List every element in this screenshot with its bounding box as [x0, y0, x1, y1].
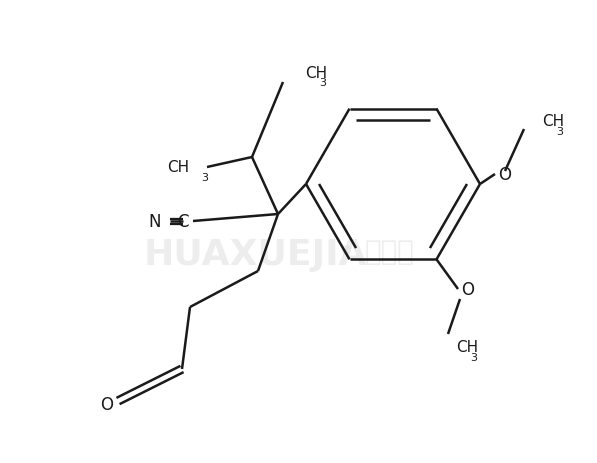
Text: CH: CH [456, 340, 478, 355]
Text: 3: 3 [319, 78, 326, 88]
Text: O: O [498, 166, 511, 184]
Text: CH: CH [542, 114, 564, 129]
Text: ®: ® [338, 245, 351, 258]
Text: O: O [100, 395, 113, 413]
Text: 3: 3 [556, 127, 563, 137]
Text: HUAXUEJIA: HUAXUEJIA [143, 238, 367, 271]
Text: 3: 3 [201, 173, 208, 182]
Text: N: N [149, 213, 161, 231]
Text: 3: 3 [470, 352, 477, 362]
Text: CH: CH [167, 160, 189, 175]
Text: 化学加: 化学加 [365, 238, 415, 265]
Text: CH: CH [305, 65, 327, 80]
Text: C: C [177, 213, 189, 231]
Text: O: O [461, 281, 474, 298]
